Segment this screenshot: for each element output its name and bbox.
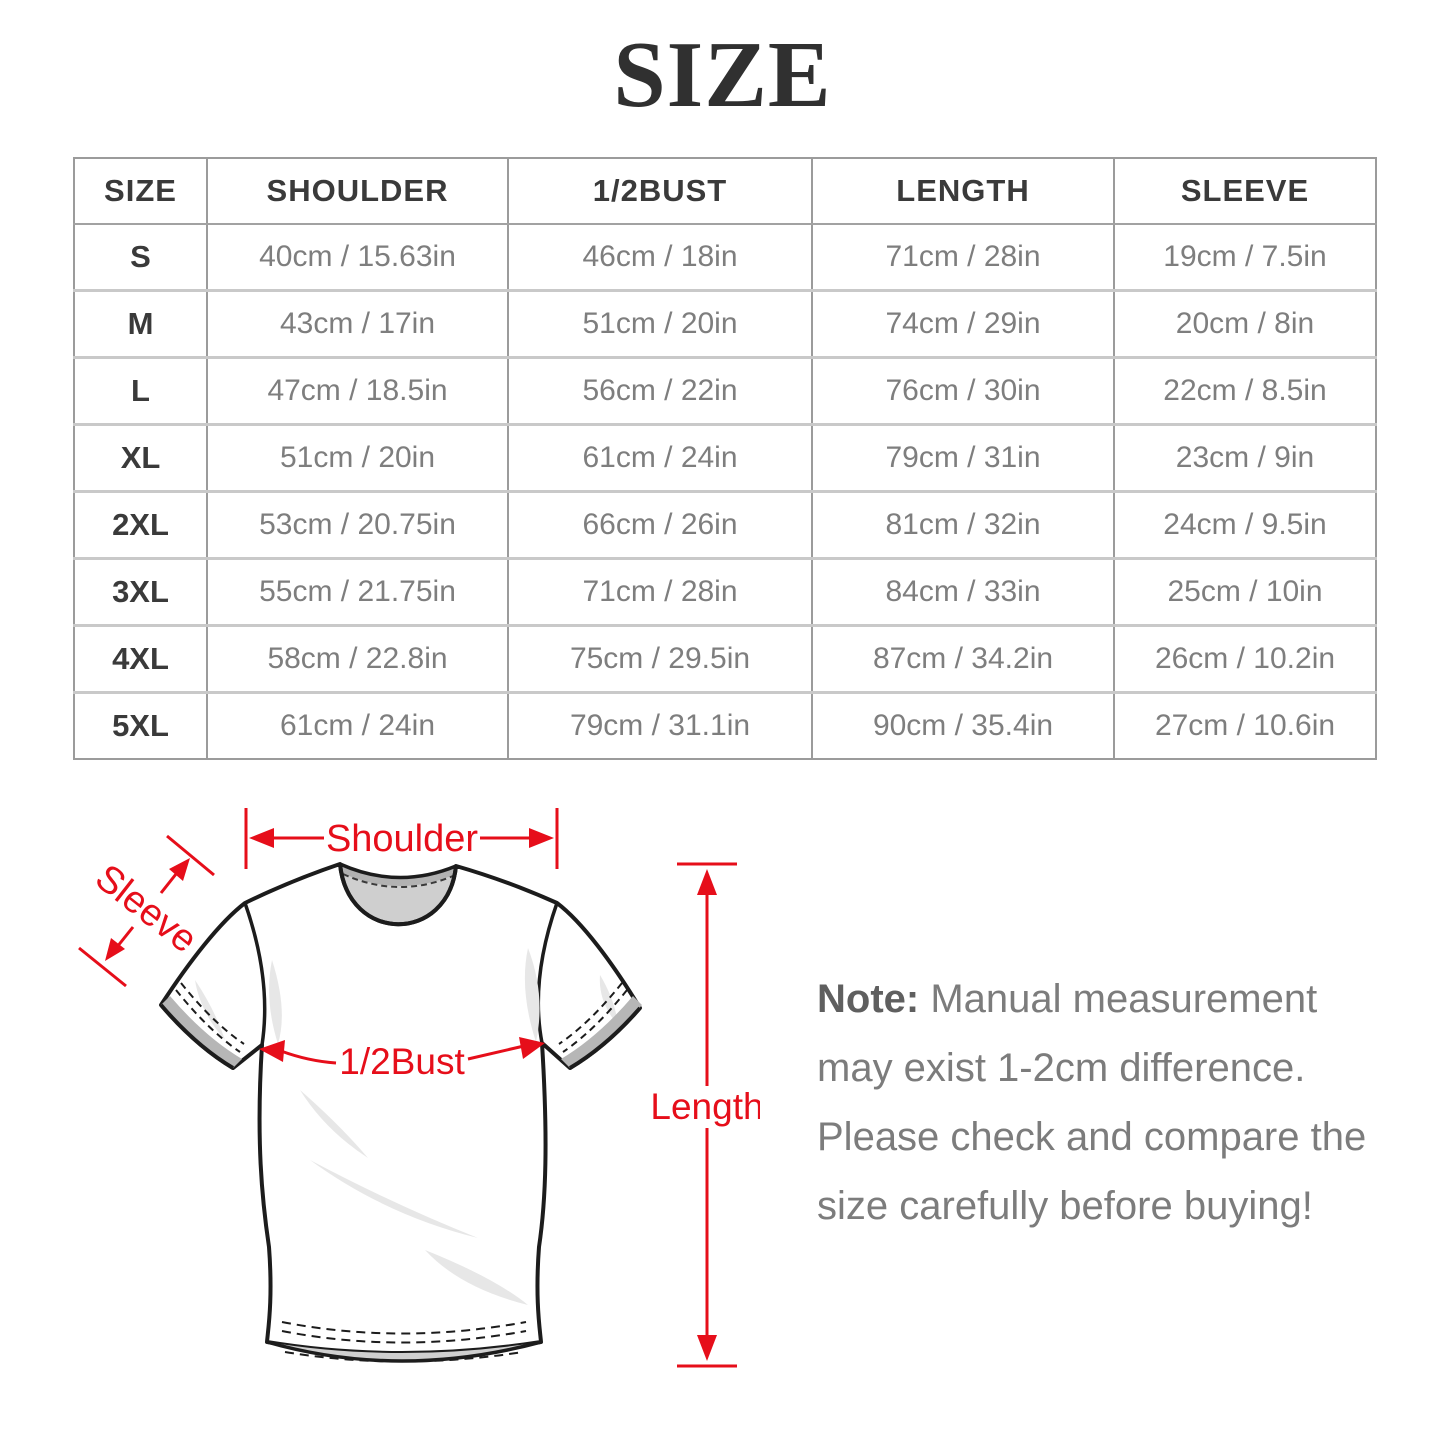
- cell-length: 87cm / 34.2in: [811, 624, 1114, 693]
- cell-bust: 71cm / 28in: [507, 557, 812, 626]
- cell-shoulder: 51cm / 20in: [206, 423, 508, 492]
- cell-bust: 46cm / 18in: [507, 223, 812, 291]
- cell-sleeve: 20cm / 8in: [1113, 289, 1376, 358]
- table-row: 4XL 58cm / 22.8in 75cm / 29.5in 87cm / 3…: [74, 624, 1376, 693]
- column-header-size: SIZE: [74, 158, 207, 225]
- cell-sleeve: 26cm / 10.2in: [1113, 624, 1376, 693]
- cell-length: 76cm / 30in: [811, 356, 1114, 425]
- cell-size: XL: [74, 423, 207, 492]
- cell-shoulder: 53cm / 20.75in: [206, 490, 508, 559]
- table-row: S 40cm / 15.63in 46cm / 18in 71cm / 28in…: [74, 223, 1376, 291]
- bust-annotation: 1/2Bust: [259, 1037, 545, 1082]
- table-header-row: SIZE SHOULDER 1/2BUST LENGTH SLEEVE: [74, 158, 1376, 225]
- column-header-sleeve: SLEEVE: [1113, 158, 1376, 225]
- cell-sleeve: 22cm / 8.5in: [1113, 356, 1376, 425]
- shoulder-label: Shoulder: [326, 818, 478, 860]
- column-header-length: LENGTH: [811, 158, 1114, 225]
- note-body: Manual measurement may exist 1-2cm diffe…: [817, 977, 1367, 1228]
- page-title: SIZE: [613, 23, 832, 127]
- sleeve-label: Sleeve: [87, 857, 204, 962]
- cell-shoulder: 47cm / 18.5in: [206, 356, 508, 425]
- length-label: Length: [650, 1086, 760, 1127]
- column-header-bust: 1/2BUST: [507, 158, 812, 225]
- bust-label: 1/2Bust: [339, 1041, 465, 1082]
- cell-shoulder: 43cm / 17in: [206, 289, 508, 358]
- length-annotation: Length: [650, 862, 760, 1368]
- shoulder-annotation: Shoulder: [244, 808, 559, 869]
- size-table: SIZE SHOULDER 1/2BUST LENGTH SLEEVE S 40…: [73, 157, 1377, 760]
- cell-size: 4XL: [74, 624, 207, 693]
- cell-size: S: [74, 223, 207, 291]
- cell-sleeve: 24cm / 9.5in: [1113, 490, 1376, 559]
- cell-size: L: [74, 356, 207, 425]
- cell-length: 79cm / 31in: [811, 423, 1114, 492]
- cell-bust: 61cm / 24in: [507, 423, 812, 492]
- cell-bust: 66cm / 26in: [507, 490, 812, 559]
- cell-sleeve: 27cm / 10.6in: [1113, 691, 1376, 759]
- cell-bust: 79cm / 31.1in: [507, 691, 812, 759]
- note-label: Note:: [817, 977, 920, 1021]
- table-row: XL 51cm / 20in 61cm / 24in 79cm / 31in 2…: [74, 423, 1376, 492]
- cell-bust: 75cm / 29.5in: [507, 624, 812, 693]
- cell-shoulder: 61cm / 24in: [206, 691, 508, 759]
- table-row: 3XL 55cm / 21.75in 71cm / 28in 84cm / 33…: [74, 557, 1376, 626]
- cell-sleeve: 23cm / 9in: [1113, 423, 1376, 492]
- cell-size: 2XL: [74, 490, 207, 559]
- cell-length: 74cm / 29in: [811, 289, 1114, 358]
- table-row: M 43cm / 17in 51cm / 20in 74cm / 29in 20…: [74, 289, 1376, 358]
- cell-length: 71cm / 28in: [811, 223, 1114, 291]
- tshirt-illustration: [159, 862, 642, 1363]
- tshirt-measurement-diagram: Shoulder Sleeve 1/2Bust: [78, 808, 760, 1368]
- cell-shoulder: 40cm / 15.63in: [206, 223, 508, 291]
- table-row: 2XL 53cm / 20.75in 66cm / 26in 81cm / 32…: [74, 490, 1376, 559]
- table-row: 5XL 61cm / 24in 79cm / 31.1in 90cm / 35.…: [74, 691, 1376, 759]
- cell-size: M: [74, 289, 207, 358]
- cell-size: 5XL: [74, 691, 207, 759]
- cell-shoulder: 55cm / 21.75in: [206, 557, 508, 626]
- cell-sleeve: 19cm / 7.5in: [1113, 223, 1376, 291]
- cell-size: 3XL: [74, 557, 207, 626]
- cell-shoulder: 58cm / 22.8in: [206, 624, 508, 693]
- cell-bust: 51cm / 20in: [507, 289, 812, 358]
- cell-bust: 56cm / 22in: [507, 356, 812, 425]
- cell-length: 90cm / 35.4in: [811, 691, 1114, 759]
- note-text: Note: Manual measurement may exist 1-2cm…: [817, 965, 1392, 1241]
- cell-sleeve: 25cm / 10in: [1113, 557, 1376, 626]
- cell-length: 81cm / 32in: [811, 490, 1114, 559]
- column-header-shoulder: SHOULDER: [206, 158, 508, 225]
- cell-length: 84cm / 33in: [811, 557, 1114, 626]
- table-row: L 47cm / 18.5in 56cm / 22in 76cm / 30in …: [74, 356, 1376, 425]
